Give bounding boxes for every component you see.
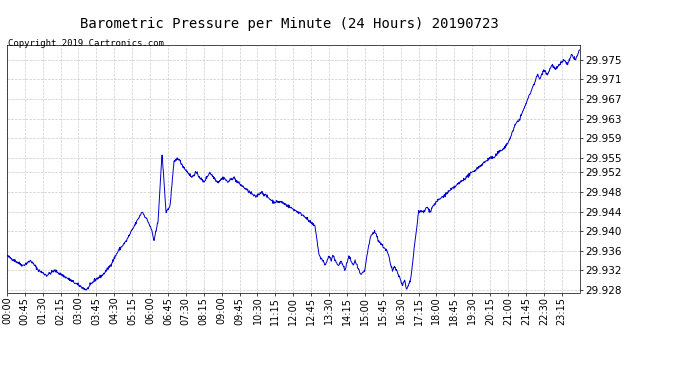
Text: Copyright 2019 Cartronics.com: Copyright 2019 Cartronics.com [8, 39, 164, 48]
Text: Pressure  (Inches/Hg): Pressure (Inches/Hg) [480, 30, 603, 40]
Text: Barometric Pressure per Minute (24 Hours) 20190723: Barometric Pressure per Minute (24 Hours… [81, 17, 499, 31]
